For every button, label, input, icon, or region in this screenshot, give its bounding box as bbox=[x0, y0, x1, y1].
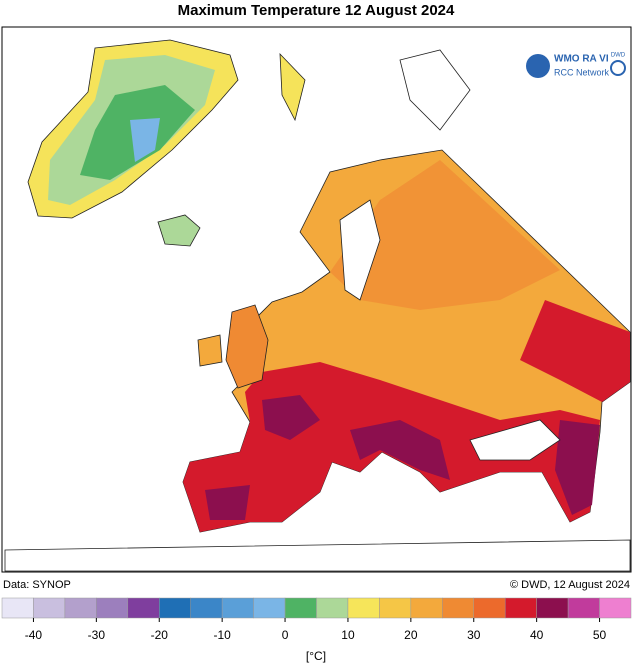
colorbar-tick-label: 0 bbox=[282, 628, 289, 642]
copyright: © DWD, 12 August 2024 bbox=[510, 579, 630, 591]
black-sea bbox=[469, 419, 561, 461]
colorbar-bin bbox=[599, 597, 632, 619]
novaya-zemlya bbox=[399, 49, 471, 131]
colorbar-tick-label: -20 bbox=[151, 628, 169, 642]
wmo-emblem bbox=[526, 54, 550, 78]
colorbar-bin bbox=[473, 597, 506, 619]
colorbar-tick-label: -30 bbox=[88, 628, 106, 642]
ireland bbox=[197, 334, 223, 367]
greenland-ice bbox=[130, 118, 160, 162]
colorbar-bin bbox=[379, 597, 412, 619]
colorbar-bin bbox=[64, 597, 97, 619]
colorbar-bin bbox=[410, 597, 443, 619]
colorbar-tick-label: -10 bbox=[213, 628, 231, 642]
colorbar-tick-label: 10 bbox=[341, 628, 355, 642]
scandinavia-warm bbox=[330, 160, 560, 310]
colorbar-bin bbox=[96, 597, 129, 619]
iceland bbox=[157, 214, 201, 247]
colorbar-bin bbox=[442, 597, 474, 619]
colorbar-tick-label: 40 bbox=[530, 628, 544, 642]
logo-dwd: DWD bbox=[611, 53, 626, 59]
colorbar-bin bbox=[504, 597, 537, 619]
title: Maximum Temperature 12 August 2024 bbox=[178, 2, 455, 19]
colorbar-bin bbox=[284, 597, 317, 619]
colorbar-bin bbox=[316, 597, 349, 619]
colorbar-tick-label: 20 bbox=[404, 628, 418, 642]
colorbar-bin bbox=[33, 597, 66, 619]
svalbard bbox=[279, 52, 306, 122]
logo: WMO RA VI RCC Network DWD bbox=[526, 53, 626, 78]
north-africa bbox=[4, 539, 631, 572]
east-hot bbox=[520, 300, 630, 402]
data-source: Data: SYNOP bbox=[3, 579, 71, 591]
baltic-sea bbox=[339, 199, 381, 301]
colorbar-bin bbox=[221, 597, 254, 619]
great-britain bbox=[225, 304, 269, 389]
colorbar-bin bbox=[347, 597, 380, 619]
colorbar-bin bbox=[567, 597, 600, 619]
dwd-emblem bbox=[610, 60, 626, 76]
colorbar-bin bbox=[159, 597, 191, 619]
colorbar-bin bbox=[1, 597, 34, 619]
colorbar-bin bbox=[127, 597, 160, 619]
south-extreme bbox=[205, 395, 600, 520]
colorbar-tick-label: -40 bbox=[25, 628, 43, 642]
colorbar-tick-label: 30 bbox=[467, 628, 481, 642]
logo-wmo: WMO RA VI bbox=[554, 54, 609, 65]
colorbar-bin bbox=[190, 597, 223, 619]
map bbox=[4, 39, 631, 572]
colorbar-bin bbox=[253, 597, 286, 619]
colorbar-tick-label: 50 bbox=[593, 628, 607, 642]
logo-network: RCC Network bbox=[554, 67, 610, 77]
colorbar-bin bbox=[536, 597, 569, 619]
colorbar-label: [°C] bbox=[306, 649, 326, 663]
